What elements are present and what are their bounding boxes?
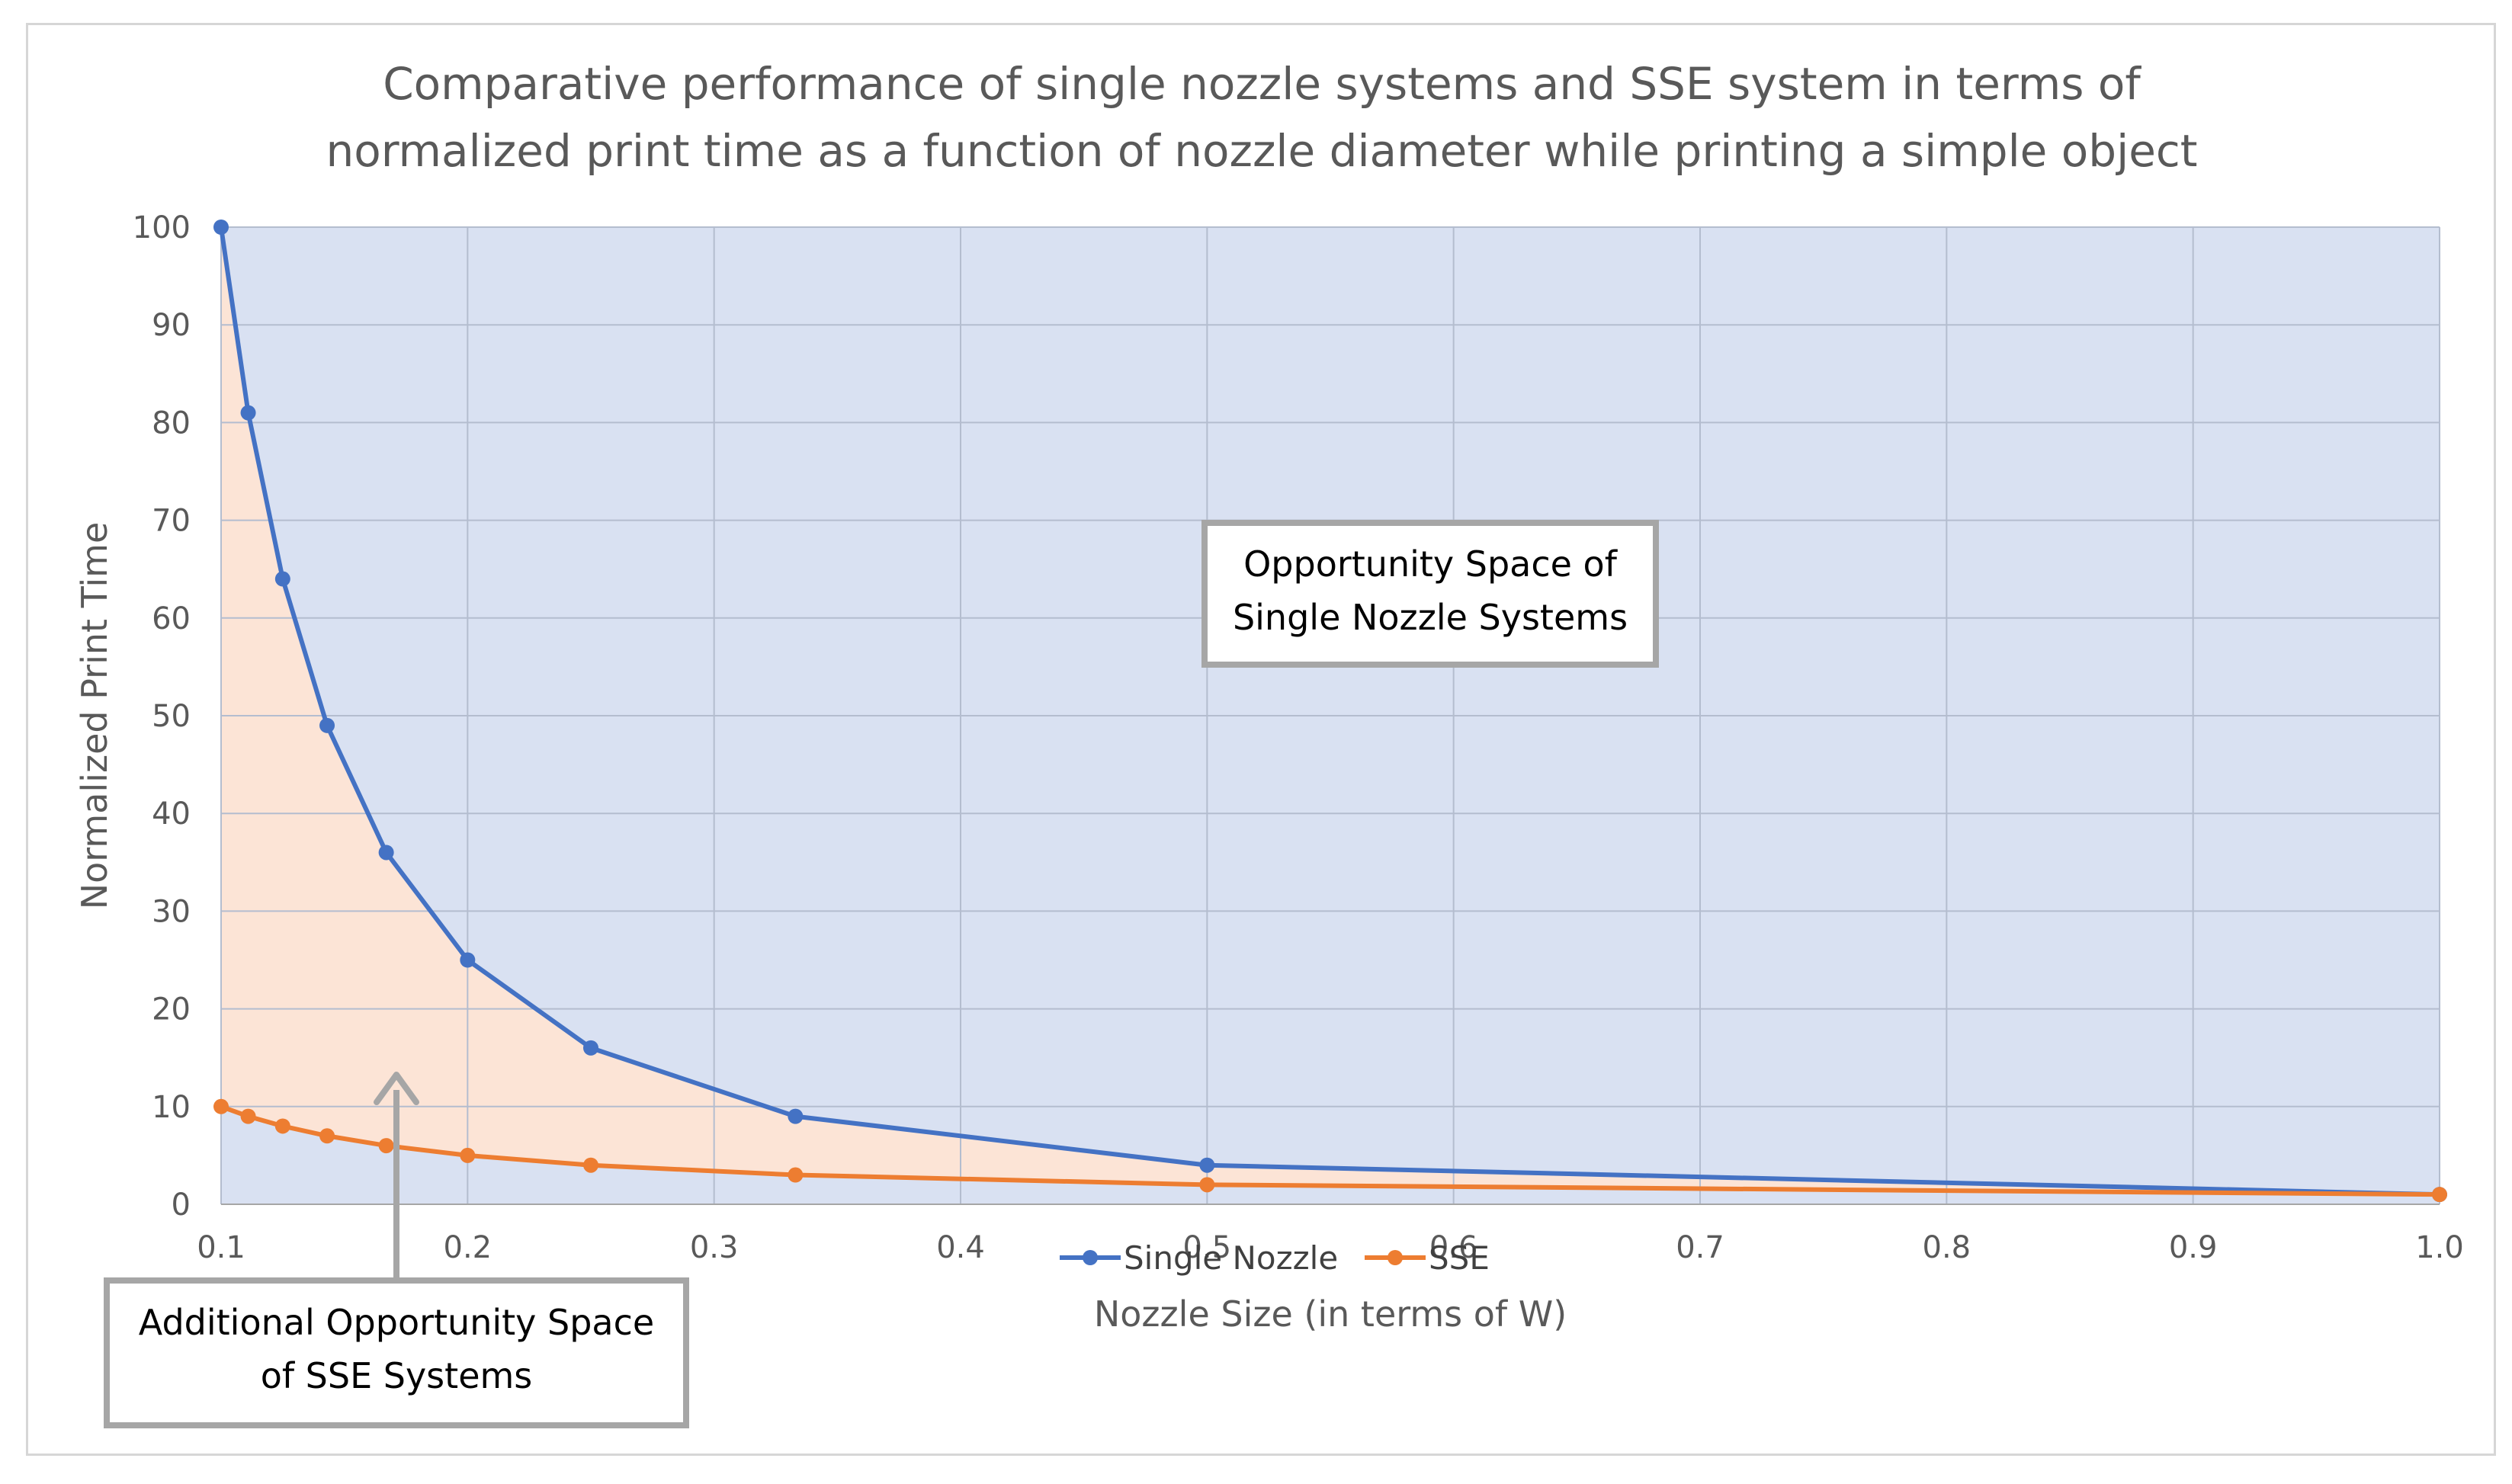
- data-point: [213, 1098, 229, 1114]
- data-point: [1199, 1157, 1215, 1173]
- data-point: [274, 1118, 290, 1134]
- annotation-box-single-nozzle: [1201, 520, 1659, 668]
- annotation-box-sse: [104, 1277, 689, 1428]
- chart-title-line-1: Comparative performance of single nozzle…: [383, 58, 2141, 110]
- data-point: [460, 1147, 476, 1163]
- x-tick-label: 0.4: [936, 1230, 985, 1265]
- x-tick-label: 0.3: [690, 1230, 739, 1265]
- data-point: [583, 1040, 598, 1056]
- legend: Single Nozzle SSE: [1060, 1239, 1490, 1277]
- data-point: [1199, 1177, 1215, 1193]
- legend-swatch-marker: [1083, 1250, 1098, 1265]
- data-point: [213, 220, 229, 235]
- series-line-single-nozzle: [219, 226, 2440, 1197]
- x-tick-label: 0.7: [1676, 1230, 1724, 1265]
- legend-label-single-nozzle: Single Nozzle: [1124, 1239, 1338, 1277]
- x-tick-label: 0.5: [1183, 1230, 1232, 1265]
- x-tick-label: 0.8: [1923, 1230, 1971, 1265]
- x-tick-label: 0.6: [1429, 1230, 1478, 1265]
- y-tick-label: 80: [152, 405, 191, 441]
- annotation-text-single-nozzle: Opportunity Space of: [1243, 543, 1619, 585]
- x-tick-label: 0.2: [444, 1230, 492, 1265]
- y-tick-label: 20: [152, 992, 191, 1027]
- axes: 0.1 0.2 0.3 0.4 0.5 0.6 0.7 0.8 0.9 1.0 0 10 20 30 40 5…: [133, 210, 2464, 1265]
- annotation-text-sse: of SSE Systems: [261, 1355, 533, 1396]
- chart-title-line-2: normalized print time as a function of n…: [326, 125, 2197, 177]
- data-point: [788, 1108, 804, 1124]
- y-tick-label: 60: [152, 601, 191, 636]
- x-axis-label: Nozzle Size (in terms of W): [1094, 1293, 1567, 1335]
- data-point: [583, 1157, 598, 1173]
- data-point: [378, 845, 394, 861]
- annotation-text-single-nozzle: Single Nozzle Systems: [1233, 597, 1628, 638]
- legend-swatch-marker: [1388, 1250, 1403, 1265]
- data-point: [240, 1108, 256, 1124]
- data-point: [378, 1138, 394, 1154]
- series-group: [213, 220, 2447, 1203]
- y-tick-label: 0: [172, 1188, 191, 1223]
- data-point: [460, 952, 476, 968]
- grid: [220, 226, 2440, 1205]
- data-point: [788, 1167, 804, 1183]
- x-tick-label: 1.0: [2415, 1230, 2464, 1265]
- y-tick-label: 40: [152, 796, 191, 832]
- series-line-sse: [220, 1104, 2440, 1197]
- data-point: [319, 1128, 335, 1144]
- chart-title: Comparative performance of single nozzle…: [326, 58, 2197, 177]
- x-tick-label: 0.9: [2169, 1230, 2218, 1265]
- y-tick-label: 50: [152, 699, 191, 734]
- y-tick-label: 100: [133, 210, 191, 245]
- data-point: [274, 571, 290, 587]
- y-tick-label: 70: [152, 504, 191, 539]
- annotation-text-sse: Additional Opportunity Space: [139, 1302, 654, 1343]
- sse-opportunity-region: [221, 227, 2440, 1195]
- legend-label-sse: SSE: [1429, 1239, 1490, 1277]
- annotations: Opportunity Space of Single Nozzle System…: [104, 520, 1659, 1428]
- y-tick-label: 30: [152, 894, 191, 929]
- data-point: [319, 717, 335, 733]
- annotation-arrow-head: [374, 1072, 419, 1105]
- y-tick-label: 10: [152, 1090, 191, 1125]
- x-tick-label: 0.1: [197, 1230, 245, 1265]
- data-point: [2432, 1187, 2447, 1203]
- y-tick-label: 90: [152, 308, 191, 343]
- data-point: [240, 405, 256, 421]
- y-axis-label: Normalized Print Time: [74, 522, 115, 910]
